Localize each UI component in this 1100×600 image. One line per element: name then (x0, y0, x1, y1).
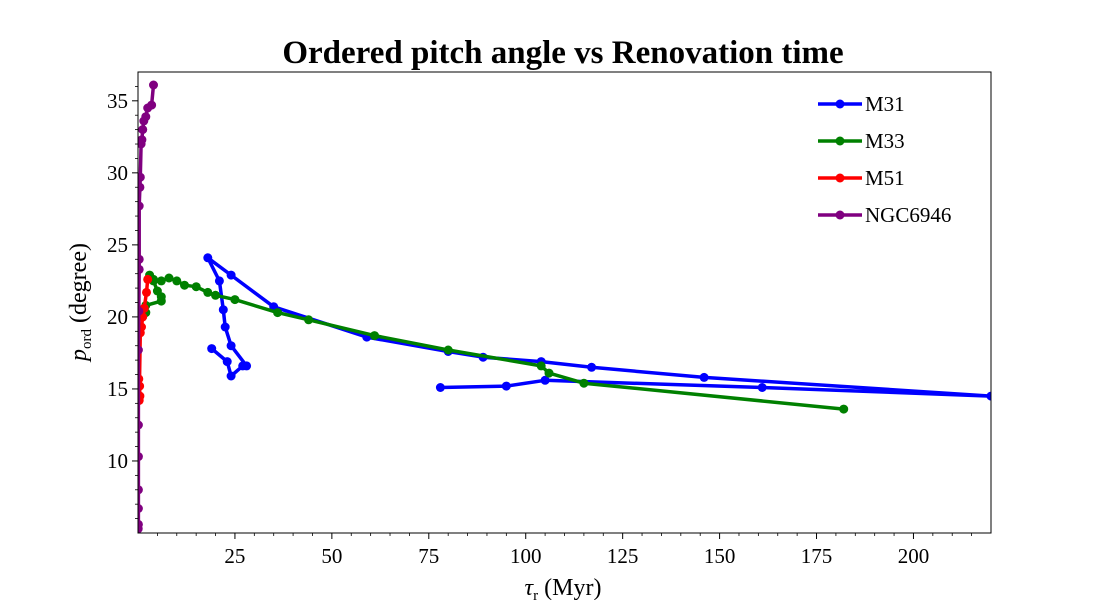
data-point-m31 (203, 253, 213, 263)
data-point-m33 (230, 295, 240, 305)
data-point-m31 (220, 322, 230, 332)
data-point-ngc6946 (138, 172, 145, 182)
legend-label-m31: M31 (865, 92, 905, 116)
legend-label-ngc6946: NGC6946 (865, 203, 951, 227)
data-point-ngc6946 (138, 452, 143, 462)
data-point-m33 (544, 368, 554, 378)
data-point-m33 (304, 315, 314, 325)
data-point-ngc6946 (138, 420, 143, 430)
legend: M31 M33 M51 NGC6946 (818, 92, 951, 227)
data-point-ngc6946 (147, 100, 157, 110)
y-tick-label: 30 (107, 161, 128, 185)
data-point-m33 (273, 308, 283, 318)
legend-marker-ngc6946 (835, 210, 845, 220)
data-point-m33 (839, 404, 849, 414)
data-point-ngc6946 (149, 80, 158, 90)
y-axis-label-unit: (degree) (66, 243, 92, 329)
data-point-m33 (156, 276, 166, 286)
data-point-ngc6946 (138, 125, 148, 135)
data-point-ngc6946 (138, 201, 144, 211)
ticks-layer: 25 50 75 100 125 150 175 200 10 15 20 25 30 35 (107, 86, 973, 568)
data-point-m31 (757, 383, 767, 392)
legend-label-m51: M51 (865, 166, 905, 190)
data-point-m33 (536, 361, 546, 371)
x-tick-label: 100 (510, 544, 542, 568)
data-point-ngc6946 (138, 264, 144, 274)
data-point-m33 (203, 287, 213, 297)
y-axis-label-sub: ord (79, 328, 95, 348)
data-point-m33 (172, 276, 182, 286)
x-tick-label: 175 (801, 544, 833, 568)
data-point-ngc6946 (138, 345, 143, 355)
data-point-m33 (579, 378, 589, 388)
data-point-ngc6946 (138, 485, 143, 495)
legend-marker-m31 (835, 99, 845, 109)
x-tick-label: 75 (418, 544, 439, 568)
plot-area (138, 72, 991, 533)
legend-marker-m51 (835, 173, 845, 183)
y-tick-label: 10 (107, 449, 128, 473)
chart-title: Ordered pitch angle vs Renovation time (282, 35, 843, 71)
x-tick-label: 200 (898, 544, 930, 568)
data-point-m31 (214, 276, 224, 286)
y-axis-label: pord (degree) (66, 243, 95, 363)
x-tick-label: 25 (224, 544, 245, 568)
data-point-m31 (222, 357, 232, 367)
data-point-m33 (191, 282, 201, 292)
x-tick-label: 50 (321, 544, 342, 568)
data-point-m33 (370, 331, 379, 341)
data-point-m51 (143, 274, 153, 284)
data-point-m31 (540, 375, 550, 385)
data-point-m51 (142, 287, 151, 297)
x-tick-label: 150 (704, 544, 736, 568)
data-point-ngc6946 (138, 254, 144, 264)
data-point-m31 (501, 381, 511, 391)
data-point-m31 (699, 372, 709, 382)
data-point-ngc6946 (138, 135, 147, 145)
x-axis-label-symbol: τ (525, 575, 535, 600)
data-point-m31 (587, 362, 597, 372)
data-point-m31 (986, 391, 991, 401)
legend-label-m33: M33 (865, 129, 905, 153)
x-tick-label: 125 (607, 544, 639, 568)
data-point-m31 (435, 383, 445, 392)
y-tick-label: 20 (107, 305, 128, 329)
data-point-m33 (443, 345, 453, 355)
y-tick-label: 25 (107, 233, 128, 257)
data-point-ngc6946 (138, 504, 143, 513)
data-point-m31 (207, 344, 217, 354)
data-point-m31 (226, 270, 236, 280)
data-point-m31 (238, 361, 248, 371)
data-point-m31 (226, 371, 236, 381)
data-point-m31 (226, 341, 236, 351)
data-point-m33 (180, 280, 189, 290)
x-axis-label: τr (Myr) (525, 575, 602, 600)
x-axis-label-sub: r (533, 588, 538, 600)
y-tick-label: 35 (107, 89, 128, 113)
data-point-m33 (156, 296, 166, 306)
y-axis-label-symbol: p (66, 349, 92, 363)
data-point-ngc6946 (141, 112, 151, 122)
legend-marker-m33 (835, 136, 845, 146)
data-point-ngc6946 (138, 306, 144, 316)
data-point-ngc6946 (138, 182, 145, 192)
data-point-m33 (164, 273, 174, 283)
y-tick-label: 15 (107, 377, 128, 401)
data-point-m33 (211, 290, 220, 300)
x-axis-label-unit: (Myr) (538, 575, 601, 600)
data-point-ngc6946 (138, 519, 143, 529)
data-point-m31 (218, 305, 228, 315)
